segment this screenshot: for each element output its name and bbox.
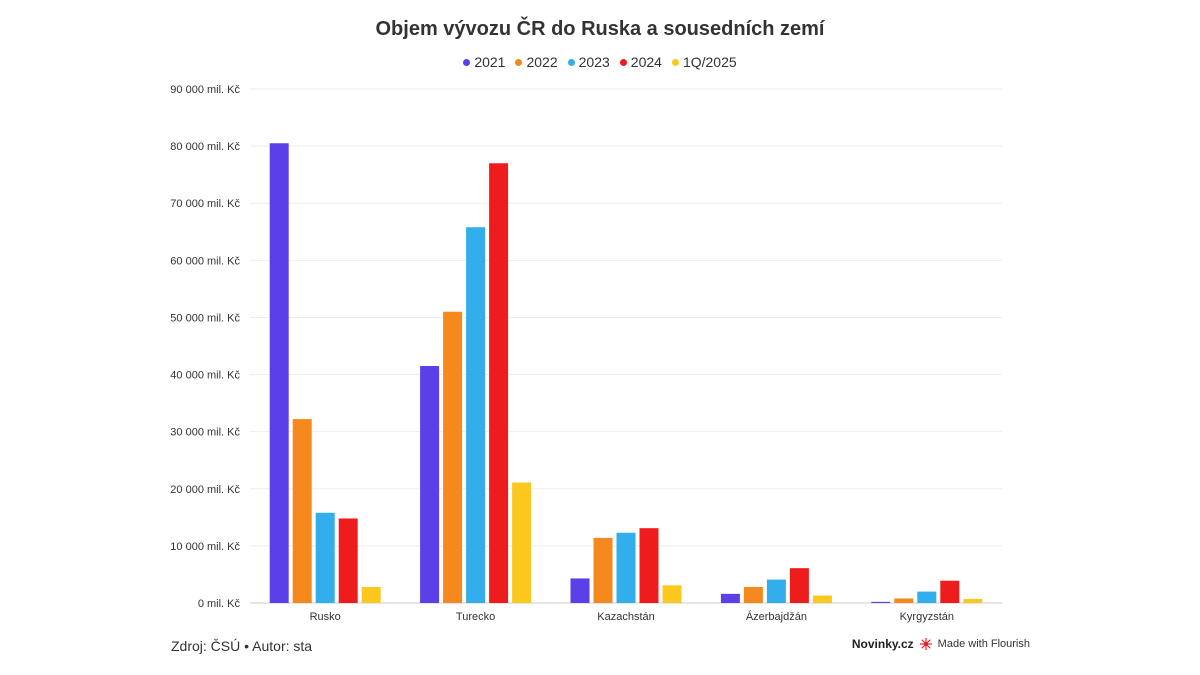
y-tick-label: 10 000 mil. Kč [170,541,240,553]
bar-kyrgyzstán-2021[interactable] [871,601,891,603]
bar-ázerbajdžán-2022[interactable] [743,587,763,603]
bar-turecko-2024[interactable] [489,163,509,603]
legend-label: 1Q/2025 [682,54,737,70]
legend-label: 2022 [526,54,558,70]
bar-ázerbajdžán-2023[interactable] [766,579,786,603]
x-category-label: Ázerbajdžán [746,610,807,623]
y-tick-label: 0 mil. Kč [198,598,241,610]
legend-swatch [619,58,627,66]
made-with-flourish-link[interactable]: Made with Flourish [937,638,1030,650]
bar-turecko-2022[interactable] [443,311,463,603]
bar-kazachstán-2023[interactable] [616,532,636,603]
x-category-label: Turecko [456,611,495,623]
bar-kyrgyzstán-2022[interactable] [894,598,914,603]
y-tick-label: 40 000 mil. Kč [170,370,240,382]
footer-brand: Novinky.cz Made with Flourish [852,637,1030,651]
bar-rusko-2021[interactable] [269,143,289,603]
bar-rusko-2024[interactable] [338,518,358,603]
bar-ázerbajdžán-2021[interactable] [720,593,740,603]
x-category-label: Rusko [310,611,341,623]
y-tick-label: 90 000 mil. Kč [170,84,240,96]
y-tick-label: 70 000 mil. Kč [170,198,240,210]
bar-kazachstán-2024[interactable] [639,528,659,603]
bar-turecko-1q-2025[interactable] [512,482,532,603]
bar-rusko-1q-2025[interactable] [361,587,381,603]
legend-label: 2023 [578,54,610,70]
bar-ázerbajdžán-2024[interactable] [789,568,809,603]
bar-kyrgyzstán-1q-2025[interactable] [963,599,983,603]
legend-item[interactable]: 2024 [619,54,662,70]
legend-swatch [463,58,471,66]
bar-rusko-2023[interactable] [315,512,335,603]
bar-kyrgyzstán-2024[interactable] [940,580,960,603]
source-credit: Zdroj: ČSÚ • Autor: sta [171,638,313,654]
legend-item[interactable]: 2021 [463,54,505,70]
y-tick-label: 60 000 mil. Kč [170,255,240,267]
chart-legend: 2021 2022 2023 2024 1Q/2025 [0,54,1200,70]
legend-swatch [567,58,575,66]
legend-label: 2024 [630,54,662,70]
bar-kazachstán-2021[interactable] [570,578,590,603]
legend-item[interactable]: 2023 [567,54,610,70]
bar-kazachstán-2022[interactable] [593,537,613,603]
bar-ázerbajdžán-1q-2025[interactable] [812,595,832,603]
bar-rusko-2022[interactable] [292,419,312,603]
x-category-label: Kazachstán [597,611,654,623]
y-tick-label: 80 000 mil. Kč [170,141,240,153]
bar-kyrgyzstán-2023[interactable] [917,591,937,603]
y-tick-label: 50 000 mil. Kč [170,312,240,324]
y-tick-label: 30 000 mil. Kč [170,427,240,439]
y-tick-label: 20 000 mil. Kč [170,484,240,496]
flourish-logo-icon [919,638,932,650]
legend-label: 2021 [474,54,506,70]
bar-turecko-2023[interactable] [466,227,486,603]
legend-swatch [515,58,523,66]
bar-turecko-2021[interactable] [420,365,440,603]
brand-logo-novinky[interactable]: Novinky.cz [851,637,914,651]
chart-title: Objem vývozu ČR do Ruska a sousedních ze… [375,18,825,40]
x-category-label: Kyrgyzstán [900,611,954,623]
legend-item[interactable]: 1Q/2025 [671,54,737,70]
bar-kazachstán-1q-2025[interactable] [662,585,682,603]
legend-item[interactable]: 2022 [515,54,558,70]
legend-swatch [671,58,679,66]
